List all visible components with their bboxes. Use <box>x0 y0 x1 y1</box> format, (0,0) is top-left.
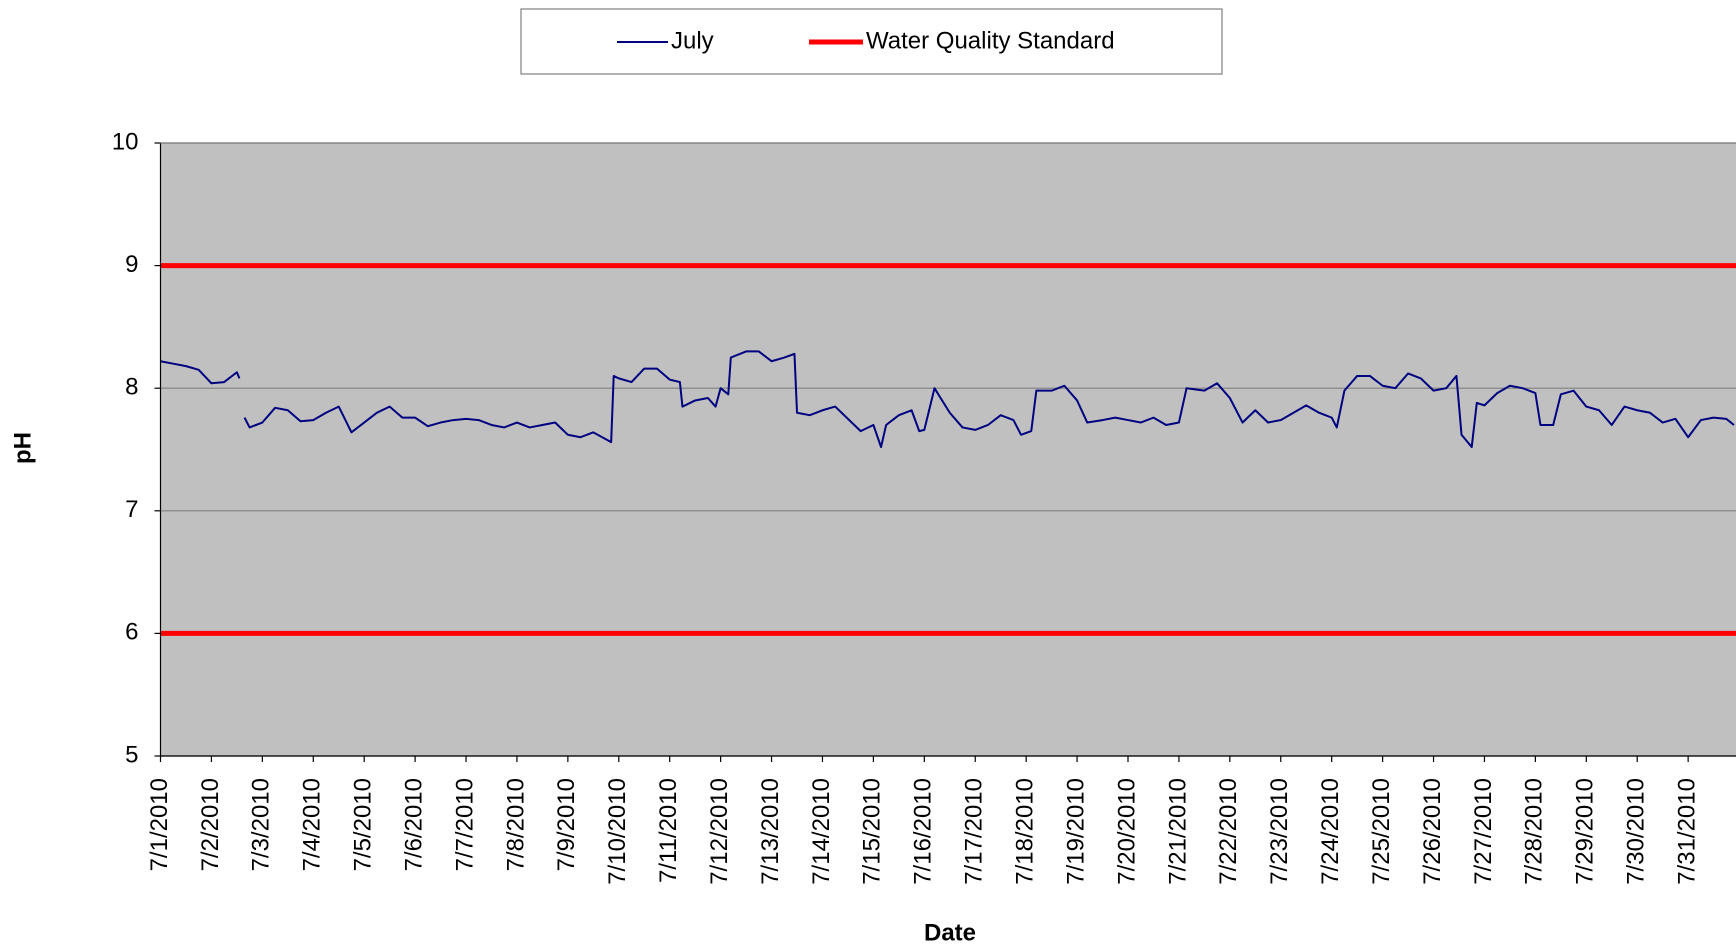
x-tick-label: 7/20/2010 <box>1113 778 1140 885</box>
x-tick-label: 7/12/2010 <box>706 778 733 885</box>
x-tick-label: 7/29/2010 <box>1572 778 1599 885</box>
legend-label: July <box>671 27 714 54</box>
x-tick-label: 7/14/2010 <box>808 778 835 885</box>
x-tick-label: 7/28/2010 <box>1521 778 1548 885</box>
x-tick-label: 7/7/2010 <box>451 778 478 871</box>
x-tick-label: 7/24/2010 <box>1317 778 1344 885</box>
x-tick-label: 7/5/2010 <box>350 778 377 871</box>
x-tick-label: 7/4/2010 <box>299 778 326 871</box>
x-tick-label: 7/13/2010 <box>757 778 784 885</box>
y-tick-label: 7 <box>125 496 138 523</box>
x-tick-label: 7/19/2010 <box>1062 778 1089 885</box>
y-axis-title: pH <box>9 432 36 464</box>
x-tick-label: 7/27/2010 <box>1470 778 1497 885</box>
x-tick-label: 7/18/2010 <box>1012 778 1039 885</box>
y-tick-label: 10 <box>112 128 139 155</box>
x-tick-label: 7/16/2010 <box>910 778 937 885</box>
x-tick-label: 7/8/2010 <box>502 778 529 871</box>
data-line <box>160 350 1735 449</box>
x-tick-label: 7/21/2010 <box>1164 778 1191 885</box>
x-tick-label: 7/15/2010 <box>859 778 886 885</box>
x-tick-label: 7/26/2010 <box>1419 778 1446 885</box>
x-tick-label: 7/9/2010 <box>553 778 580 871</box>
x-tick-label: 7/23/2010 <box>1266 778 1293 885</box>
x-tick-label: 7/11/2010 <box>655 778 682 883</box>
x-tick-label: 7/2/2010 <box>197 778 224 871</box>
y-tick-label: 6 <box>125 619 138 646</box>
plot-area <box>160 143 1736 756</box>
x-tick-label: 7/31/2010 <box>1673 778 1700 885</box>
x-tick-label: 7/1/2010 <box>146 778 173 871</box>
y-tick-label: 5 <box>125 741 138 768</box>
x-tick-label: 7/22/2010 <box>1215 778 1242 885</box>
x-tick-label: 7/3/2010 <box>248 778 275 871</box>
x-tick-label: 7/30/2010 <box>1623 778 1650 885</box>
x-tick-label: 7/17/2010 <box>961 778 988 885</box>
x-axis-title: Date <box>924 919 976 946</box>
x-tick-label: 7/10/2010 <box>604 778 631 885</box>
y-tick-label: 8 <box>125 374 138 401</box>
legend-label: Water Quality Standard <box>866 27 1115 54</box>
x-tick-label: 7/6/2010 <box>400 778 427 871</box>
y-tick-label: 9 <box>125 251 138 278</box>
x-tick-label: 7/25/2010 <box>1368 778 1395 885</box>
